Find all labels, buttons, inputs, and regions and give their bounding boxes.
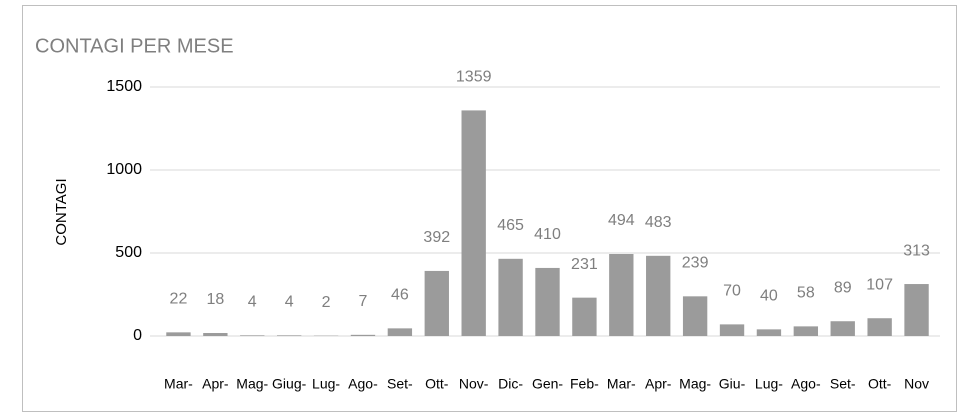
data-label: 1359	[456, 69, 492, 86]
bar	[203, 333, 228, 336]
data-label: 58	[797, 285, 815, 302]
bar	[646, 255, 671, 336]
bar	[719, 324, 745, 336]
x-tick-label: Mar-	[607, 376, 636, 392]
data-label: 40	[760, 288, 778, 305]
x-tick-label: Ago-	[348, 376, 378, 392]
bar	[461, 110, 486, 336]
data-label: 22	[170, 291, 188, 308]
bar	[867, 318, 892, 336]
data-label: 410	[534, 226, 561, 243]
x-tick-label: Dic-	[498, 376, 523, 392]
data-label: 231	[571, 256, 598, 273]
x-tick-label: Apr-	[645, 376, 672, 392]
data-label: 4	[285, 294, 294, 311]
data-label: 2	[322, 294, 331, 311]
bar	[756, 329, 782, 336]
data-label: 4	[248, 294, 257, 311]
data-label: 483	[645, 214, 672, 231]
bar	[609, 253, 634, 336]
bar	[166, 332, 191, 336]
bar	[535, 267, 560, 336]
data-label: 7	[359, 293, 368, 310]
x-tick-label: Giu-	[719, 376, 746, 392]
chart-title: CONTAGI PER MESE	[35, 35, 234, 57]
x-tick-label: Mag-	[679, 376, 711, 392]
data-label: 18	[206, 291, 224, 308]
x-tick-label: Feb-	[570, 376, 599, 392]
x-tick-label: Lug-	[312, 376, 340, 392]
y-axis-title: CONTAGI	[53, 178, 70, 245]
x-tick-label: Ago-	[791, 376, 821, 392]
data-label: 89	[834, 279, 852, 296]
x-tick-label: Ott-	[868, 376, 892, 392]
x-tick-label: Mag-	[236, 376, 268, 392]
y-tick-label: 500	[115, 244, 142, 261]
bar	[387, 328, 413, 336]
x-tick-label: Apr-	[202, 376, 229, 392]
data-label: 465	[497, 217, 524, 234]
y-tick-label: 0	[133, 327, 142, 344]
y-tick-label: 1000	[106, 161, 142, 178]
bar	[830, 321, 855, 336]
data-label: 239	[682, 255, 709, 272]
bar	[572, 297, 597, 336]
x-tick-label: Set-	[387, 376, 413, 392]
x-tick-label: Giug-	[272, 376, 307, 392]
y-tick-label: 1500	[106, 78, 142, 95]
x-tick-label: Nov	[904, 376, 929, 392]
bar	[793, 326, 819, 336]
x-tick-label: Mar-	[164, 376, 193, 392]
bar	[904, 284, 929, 336]
x-tick-label: Nov-	[459, 376, 489, 392]
x-tick-label: Lug-	[755, 376, 783, 392]
bar	[682, 296, 708, 336]
bar	[498, 258, 523, 336]
bar	[424, 270, 449, 336]
data-label: 107	[866, 276, 893, 293]
data-label: 392	[423, 229, 450, 246]
x-tick-label: Ott-	[425, 376, 449, 392]
chart-border	[22, 5, 957, 412]
bar	[276, 335, 302, 336]
bar	[240, 335, 265, 336]
x-tick-label: Gen-	[532, 376, 563, 392]
x-tick-label: Set-	[830, 376, 856, 392]
data-label: 313	[903, 242, 930, 259]
data-label: 70	[723, 283, 741, 300]
bar	[350, 334, 376, 336]
data-label: 494	[608, 212, 635, 229]
data-label: 46	[391, 287, 409, 304]
